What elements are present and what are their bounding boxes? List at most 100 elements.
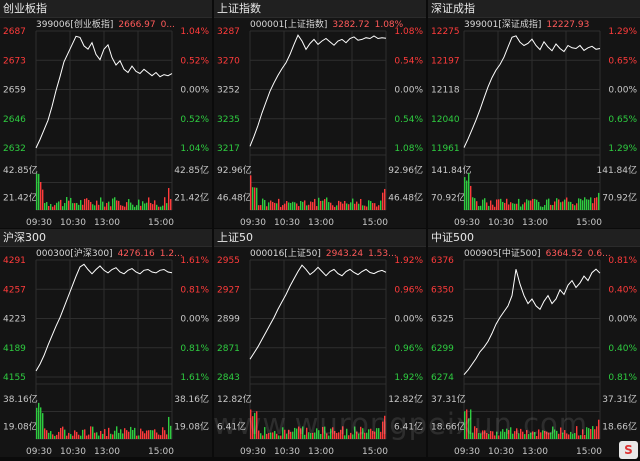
y-tick-right: 0.40% bbox=[608, 344, 637, 354]
volume-bar bbox=[66, 197, 68, 210]
volume-bar bbox=[572, 433, 574, 439]
volume-bar bbox=[556, 430, 558, 439]
volume-bar bbox=[280, 435, 282, 439]
volume-bar bbox=[542, 430, 544, 439]
volume-bar bbox=[384, 188, 386, 210]
volume-bar bbox=[336, 205, 338, 210]
volume-bar bbox=[384, 415, 386, 439]
watermark-text: www.wurongpeixun.com bbox=[213, 407, 589, 441]
volume-bar bbox=[368, 429, 370, 439]
volume-bar bbox=[120, 205, 122, 210]
volume-bar bbox=[494, 206, 496, 210]
volume-bar bbox=[564, 199, 566, 210]
volume-bar bbox=[472, 432, 474, 439]
volume-bar bbox=[362, 205, 364, 210]
y-tick-right: 0.52% bbox=[180, 56, 209, 66]
volume-bar bbox=[132, 204, 134, 210]
volume-bar bbox=[500, 431, 502, 439]
volume-bar bbox=[336, 432, 338, 439]
y-tick-right: 0.81% bbox=[608, 256, 637, 266]
volume-bar bbox=[562, 432, 564, 439]
volume-bar bbox=[292, 431, 294, 439]
volume-bar bbox=[594, 197, 596, 210]
volume-bar bbox=[514, 431, 516, 439]
y-tick-right: 0.52% bbox=[180, 115, 209, 125]
volume-bar bbox=[294, 202, 296, 210]
volume-bar bbox=[148, 430, 150, 439]
index-panel[interactable]: 沪深300 000300[沪深300] 4276.16 1.2... 4291 1.61%… bbox=[0, 229, 212, 457]
index-panel[interactable]: 上证指数 000001[上证指数] 3282.72 1.08% 3287 1.08% 327… bbox=[214, 0, 426, 228]
volume-bar bbox=[292, 201, 294, 210]
volume-bar bbox=[338, 432, 340, 439]
panel-title: 中证500 bbox=[428, 229, 640, 247]
volume-bar bbox=[142, 201, 144, 210]
y-tick-right: 0.81% bbox=[180, 285, 209, 295]
volume-bar bbox=[342, 426, 344, 439]
volume-bar bbox=[258, 205, 260, 210]
volume-bar bbox=[598, 419, 600, 439]
volume-bar bbox=[554, 429, 556, 439]
volume-bar bbox=[52, 434, 54, 439]
volume-bar bbox=[558, 433, 560, 439]
y-tick-left: 6299 bbox=[431, 344, 454, 354]
index-panel[interactable]: 中证500 000905[中证500] 6364.52 0.6... 6376 0.81%… bbox=[428, 229, 640, 457]
time-tick: 13:00 bbox=[522, 447, 548, 457]
volume-bar bbox=[322, 426, 324, 439]
volume-bar bbox=[310, 201, 312, 210]
volume-bar bbox=[302, 201, 304, 210]
volume-bar bbox=[484, 430, 486, 439]
index-panel[interactable]: 上证50 000016[上证50] 2943.24 1.53... 2955 1.92% 2… bbox=[214, 229, 426, 457]
volume-bar bbox=[360, 198, 362, 210]
volume-bar bbox=[528, 200, 530, 210]
time-tick: 09:30 bbox=[454, 447, 480, 457]
volume-bar bbox=[358, 203, 360, 210]
quote-code: 000016[上证50] bbox=[250, 249, 321, 259]
vol-tick-left: 38.16亿 bbox=[3, 393, 38, 405]
volume-bar bbox=[566, 433, 568, 439]
volume-bar bbox=[160, 435, 162, 439]
volume-bar bbox=[116, 426, 118, 439]
volume-bar bbox=[548, 198, 550, 210]
y-tick-left: 4291 bbox=[3, 256, 26, 266]
panel-title: 沪深300 bbox=[0, 229, 212, 247]
volume-bar bbox=[318, 197, 320, 210]
volume-bar bbox=[506, 198, 508, 210]
volume-bar bbox=[112, 198, 114, 210]
volume-bar bbox=[122, 205, 124, 210]
volume-bar bbox=[594, 429, 596, 439]
volume-bar bbox=[270, 432, 272, 439]
volume-bar bbox=[584, 197, 586, 210]
index-panel[interactable]: 深证成指 399001[深证成指] 12227.93 12275 1.29% 12197 0… bbox=[428, 0, 640, 228]
volume-bar bbox=[522, 431, 524, 439]
volume-bar bbox=[42, 413, 44, 439]
y-tick-right: 1.04% bbox=[180, 144, 209, 154]
vol-tick-left: 6.41亿 bbox=[217, 421, 246, 433]
volume-bar bbox=[588, 428, 590, 439]
time-tick: 10:30 bbox=[488, 447, 514, 457]
volume-bar bbox=[498, 199, 500, 210]
logo-badge: S bbox=[619, 441, 638, 459]
vol-tick-right: 38.16亿 bbox=[174, 393, 209, 405]
index-panel[interactable]: 创业板指 399006[创业板指] 2666.97 0... 2687 1.04% 2673… bbox=[0, 0, 212, 228]
volume-bar bbox=[146, 430, 148, 439]
y-tick-right: 1.61% bbox=[180, 373, 209, 383]
volume-bar bbox=[502, 429, 504, 439]
volume-bar bbox=[46, 430, 48, 439]
volume-bar bbox=[496, 199, 498, 210]
volume-bar bbox=[382, 192, 384, 210]
volume-bar bbox=[382, 421, 384, 439]
volume-bar bbox=[264, 200, 266, 210]
quote-price: 3282.72 bbox=[332, 20, 370, 30]
volume-bar bbox=[274, 202, 276, 210]
volume-bar bbox=[330, 202, 332, 210]
volume-bar bbox=[316, 428, 318, 439]
volume-bar bbox=[82, 204, 84, 210]
volume-bar bbox=[536, 199, 538, 210]
volume-bar bbox=[364, 432, 366, 439]
volume-bar bbox=[304, 200, 306, 210]
volume-bar bbox=[378, 205, 380, 210]
volume-bar bbox=[70, 434, 72, 439]
volume-bar bbox=[122, 433, 124, 439]
volume-bar bbox=[298, 206, 300, 210]
volume-bar bbox=[568, 201, 570, 210]
